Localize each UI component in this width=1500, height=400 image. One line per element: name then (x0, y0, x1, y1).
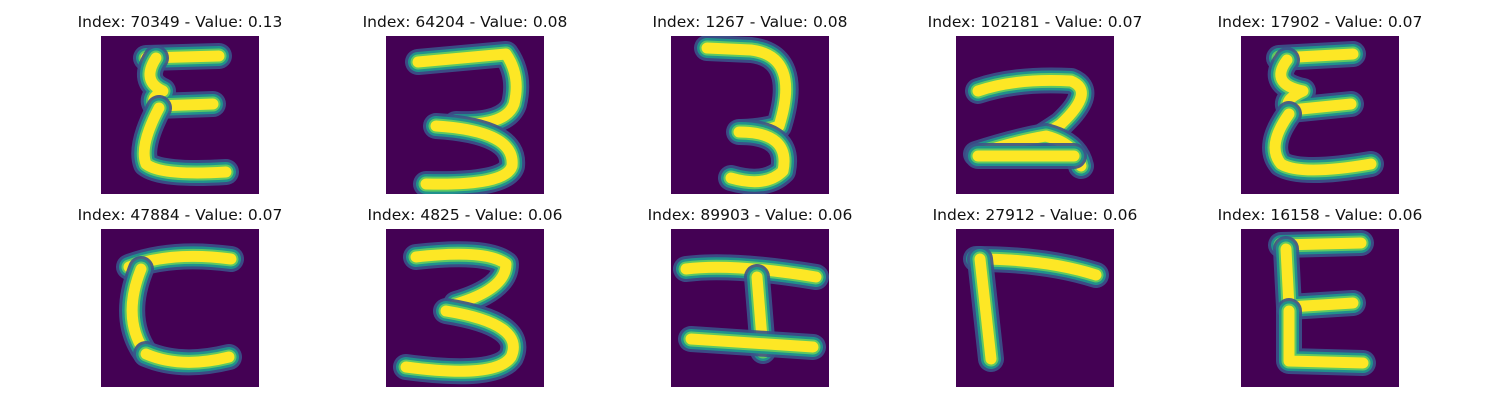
glyph-stroke (725, 126, 790, 188)
handwritten-glyph-image (386, 36, 544, 194)
panel-title: Index: 16158 - Value: 0.06 (1217, 206, 1423, 224)
handwritten-glyph-image (671, 36, 829, 194)
panel-title: Index: 4825 - Value: 0.06 (367, 206, 563, 224)
panel-title: Index: 27912 - Value: 0.06 (932, 206, 1138, 224)
glyph-stroke (400, 305, 519, 377)
glyph-canvas (671, 36, 829, 194)
glyph-canvas (386, 36, 544, 194)
handwritten-glyph-image (1241, 36, 1399, 194)
panel-title: Index: 17902 - Value: 0.07 (1217, 13, 1423, 31)
glyph-canvas (101, 36, 259, 194)
glyph-stroke (1283, 305, 1369, 369)
handwritten-glyph-image (101, 229, 259, 387)
glyph-stroke (410, 248, 512, 310)
glyph-stroke (685, 333, 819, 353)
glyph-canvas (101, 229, 259, 387)
panel-title: Index: 102181 - Value: 0.07 (927, 13, 1143, 31)
glyph-stroke (420, 120, 518, 190)
glyph-canvas (956, 36, 1114, 194)
glyph-stroke (1269, 108, 1377, 176)
glyph-canvas (1241, 229, 1399, 387)
panel-title: Index: 47884 - Value: 0.07 (77, 206, 283, 224)
handwritten-glyph-image (1241, 229, 1399, 387)
handwritten-glyph-image (101, 36, 259, 194)
panel-title: Index: 89903 - Value: 0.06 (647, 206, 853, 224)
glyph-canvas (956, 229, 1114, 387)
glyph-canvas (386, 229, 544, 387)
glyph-canvas (671, 229, 829, 387)
glyph-stroke (138, 102, 232, 179)
handwritten-glyph-image (671, 229, 829, 387)
handwritten-glyph-image (386, 229, 544, 387)
handwritten-glyph-image (956, 229, 1114, 387)
panel-title: Index: 64204 - Value: 0.08 (362, 13, 568, 31)
panel-title: Index: 70349 - Value: 0.13 (77, 13, 283, 31)
glyph-canvas (1241, 36, 1399, 194)
glyph-stroke (140, 348, 235, 368)
handwritten-glyph-image (956, 36, 1114, 194)
panel-title: Index: 1267 - Value: 0.08 (652, 13, 848, 31)
glyph-stroke (974, 253, 997, 365)
glyph-stroke (680, 261, 822, 283)
